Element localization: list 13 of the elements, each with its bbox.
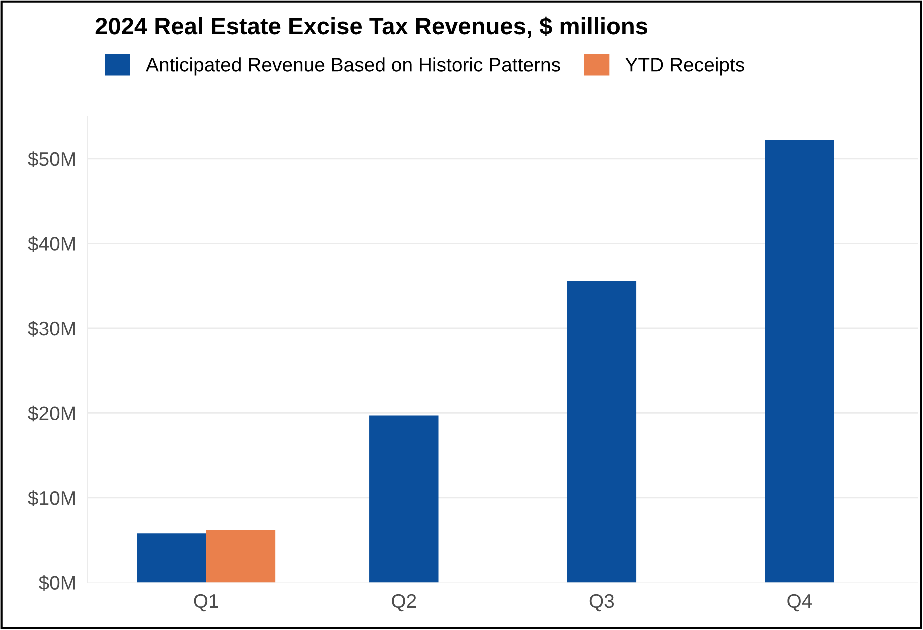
y-tick-label: $30M xyxy=(28,321,75,337)
y-tick-label: $0M xyxy=(38,575,75,592)
legend-label: Anticipated Revenue Based on Historic Patterns xyxy=(146,58,560,76)
x-tick-label: Q3 xyxy=(590,594,614,612)
y-tick-label: $20M xyxy=(28,406,75,422)
legend-label: YTD Receipts xyxy=(626,58,744,76)
x-tick-label: Q1 xyxy=(194,594,218,612)
y-tick-label: $10M xyxy=(28,490,75,506)
y-tick-label: $40M xyxy=(28,236,75,252)
chart-title: 2024 Real Estate Excise Tax Revenues, $ millions xyxy=(96,16,648,38)
x-tick-label: Q4 xyxy=(788,594,812,612)
y-tick-label: $50M xyxy=(28,152,75,168)
x-tick-label: Q2 xyxy=(392,594,416,612)
